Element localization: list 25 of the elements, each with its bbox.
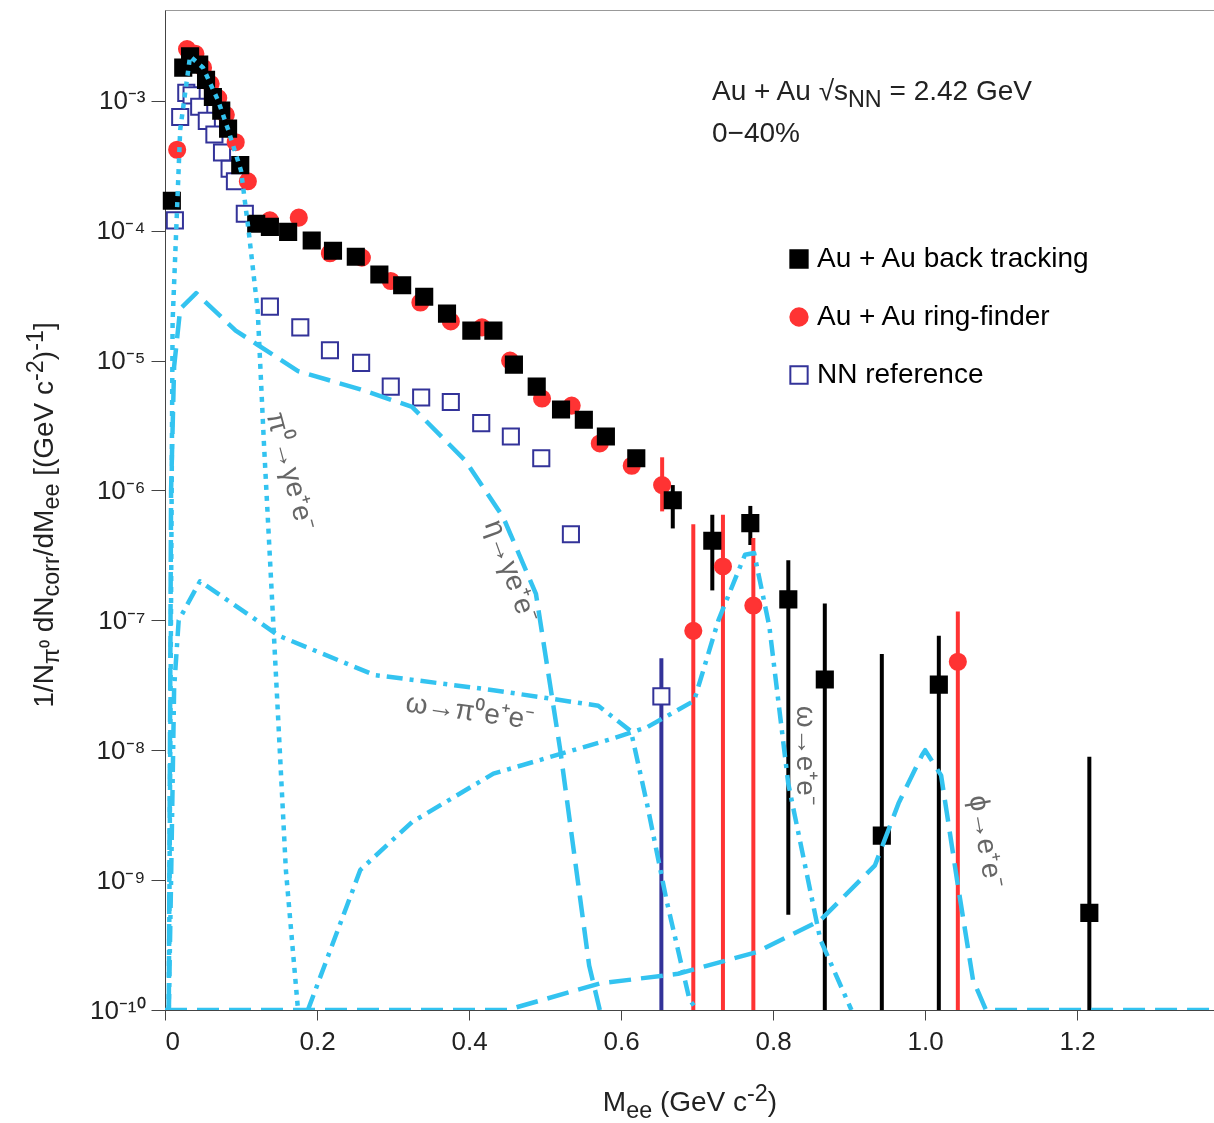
y-tick-label: 10⁻⁶ [96, 474, 146, 505]
x-tick-label: 1.2 [1059, 1025, 1096, 1056]
y-tick-label: 10⁻⁴ [96, 215, 146, 246]
text: ϕ→e⁺e⁻ [963, 792, 1010, 890]
legend-label: Au + Au ring-finder [817, 300, 1050, 331]
x-tick-label: 0.8 [755, 1025, 792, 1056]
annotation: Au + Au √s$_{NN}$ = 2.42 GeV [712, 75, 1032, 112]
x-tick-label: 0.4 [451, 1025, 488, 1056]
x-tick-label: 1.0 [907, 1025, 944, 1056]
y-tick-label: 10⁻³ [98, 85, 146, 116]
x-tick-label: 0 [165, 1025, 180, 1056]
text: π⁰→γe⁺e⁻ [260, 408, 322, 533]
annotation: 0−40% [712, 116, 800, 148]
x-tick-label: 0.2 [299, 1025, 336, 1056]
y-tick-label: 10⁻⁹ [96, 864, 146, 895]
y-tick-label: 10⁻⁷ [98, 604, 146, 635]
legend-label: Au + Au back tracking [817, 242, 1089, 273]
text: ω→e⁺e⁻ [791, 705, 823, 805]
text: ω→π⁰e⁺e⁻ [403, 686, 536, 735]
y-tick-label: 10⁻⁸ [96, 734, 146, 765]
y-tick-label: 10⁻¹⁰ [89, 994, 146, 1025]
legend-label: NN reference [817, 358, 984, 389]
y-tick-label: 10⁻⁵ [96, 345, 146, 376]
x-tick-label: 0.6 [603, 1025, 640, 1056]
x-axis-title: M$_{ee}$ (GeV c$^{-2}$) [601, 1080, 779, 1123]
